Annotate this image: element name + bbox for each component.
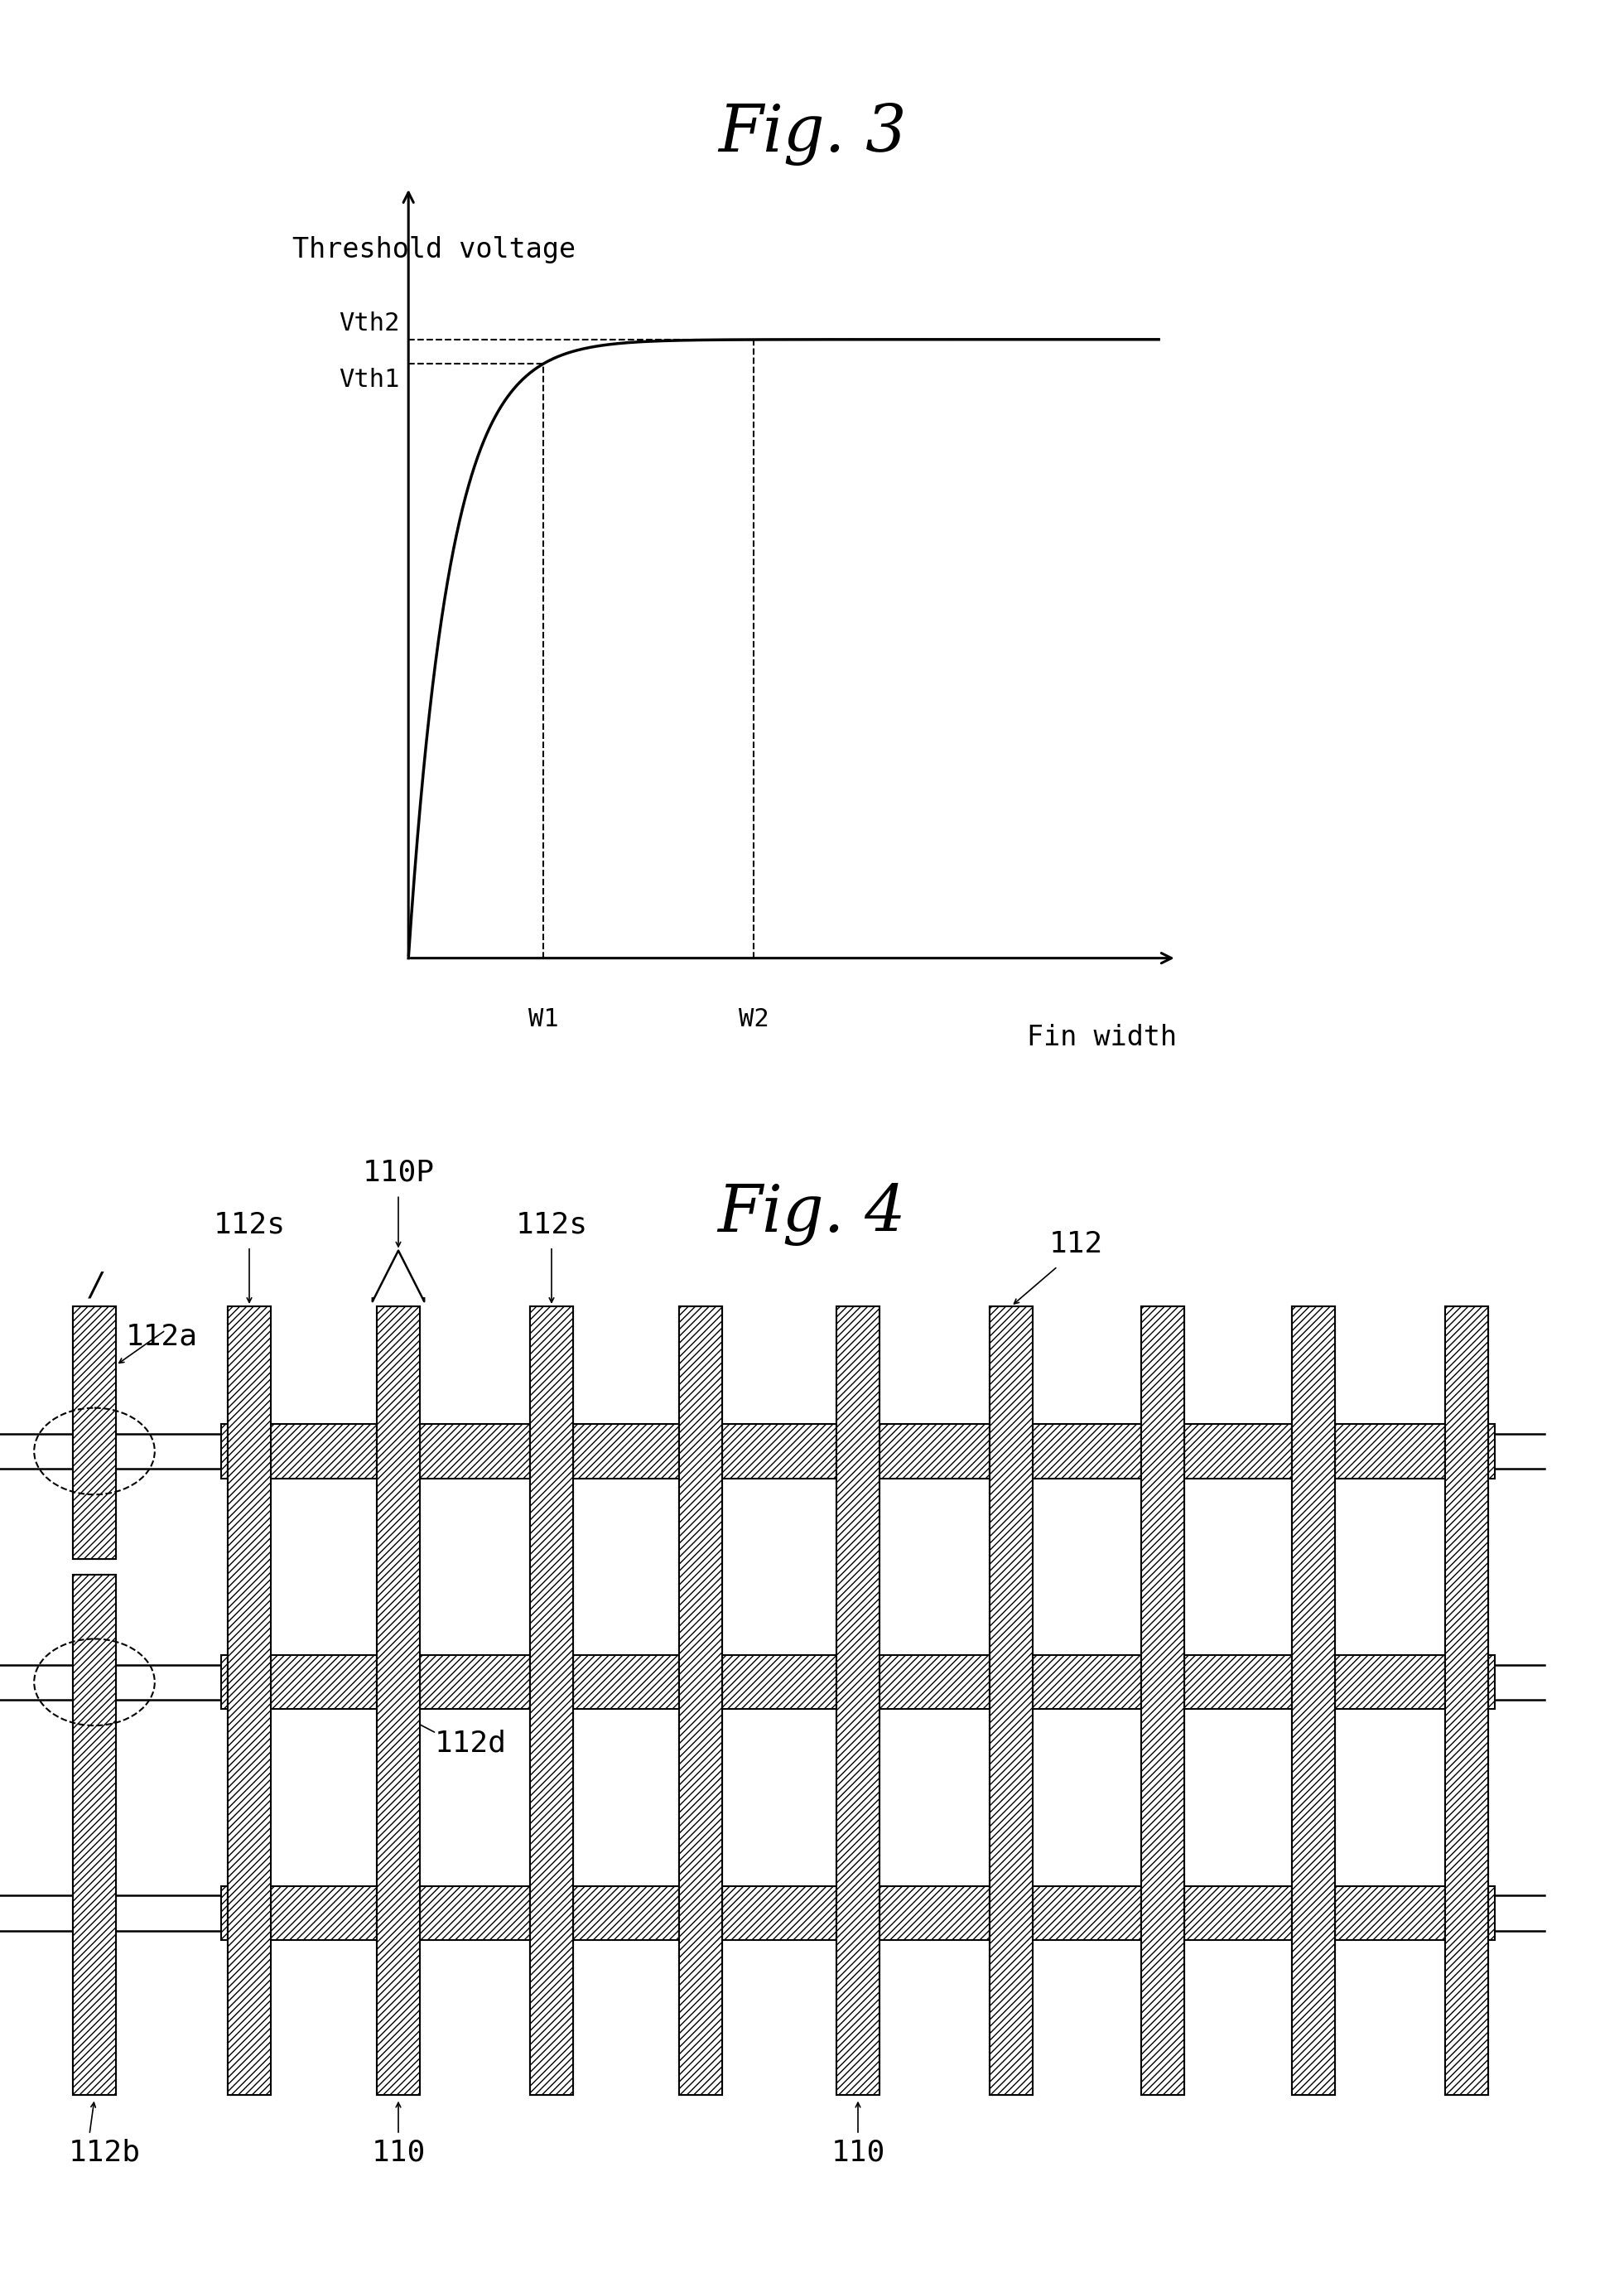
Bar (529, 1305, 573, 2096)
Bar (1293, 1656, 1335, 1708)
Bar (73, 1656, 115, 1708)
Text: 110P: 110P (362, 1160, 434, 1187)
Text: Fin width: Fin width (1026, 1023, 1176, 1050)
Text: 112b: 112b (68, 2139, 141, 2166)
Bar (836, 1305, 880, 2096)
Bar (529, 1305, 573, 2096)
Bar (529, 1656, 573, 1708)
Bar (221, 1656, 1494, 1708)
Text: Vth2: Vth2 (339, 312, 400, 335)
Bar (1445, 1305, 1488, 2096)
Text: 112s: 112s (213, 1210, 286, 1239)
Bar (679, 1305, 723, 2096)
Bar (529, 1886, 573, 1941)
Bar (1293, 1305, 1335, 2096)
Text: 112d: 112d (435, 1729, 507, 1756)
Bar (73, 1305, 115, 1558)
Bar (836, 1424, 880, 1478)
Bar (679, 1305, 723, 2096)
Bar (73, 1574, 115, 2096)
Bar (227, 1656, 271, 1708)
Bar (989, 1424, 1033, 1478)
Bar (989, 1656, 1033, 1708)
Bar (1142, 1886, 1184, 1941)
Bar (73, 1574, 115, 2096)
Text: 112: 112 (1049, 1230, 1103, 1257)
Bar (1142, 1656, 1184, 1708)
Bar (679, 1886, 723, 1941)
Bar (1293, 1886, 1335, 1941)
Text: /: / (89, 1271, 101, 1303)
Text: 112s: 112s (515, 1210, 588, 1239)
Bar (73, 1886, 115, 1941)
Bar (836, 1886, 880, 1941)
Bar (836, 1656, 880, 1708)
Bar (227, 1886, 271, 1941)
Bar (1445, 1305, 1488, 2096)
Bar (679, 1656, 723, 1708)
Bar (1445, 1656, 1488, 1708)
Text: Vth1: Vth1 (339, 367, 400, 392)
Bar (73, 1424, 115, 1478)
Bar (1445, 1424, 1488, 1478)
Bar (1142, 1305, 1184, 2096)
Text: Fig. 4: Fig. 4 (718, 1182, 906, 1246)
Bar (377, 1305, 421, 2096)
Text: Threshold voltage: Threshold voltage (292, 237, 575, 264)
Bar (1142, 1424, 1184, 1478)
Bar (836, 1305, 880, 2096)
Bar (377, 1886, 421, 1941)
Text: W1: W1 (528, 1007, 559, 1032)
Bar (1142, 1305, 1184, 2096)
Text: 112a: 112a (127, 1321, 198, 1351)
Text: Fig. 3: Fig. 3 (718, 103, 906, 166)
Bar (1293, 1305, 1335, 2096)
Bar (1293, 1424, 1335, 1478)
Bar (529, 1424, 573, 1478)
Bar (377, 1305, 421, 2096)
Bar (227, 1305, 271, 2096)
Bar (679, 1424, 723, 1478)
Bar (227, 1305, 271, 2096)
Bar (73, 1305, 115, 1558)
Text: 110: 110 (831, 2139, 885, 2166)
Text: W2: W2 (739, 1007, 768, 1032)
Bar (221, 1424, 1494, 1478)
Bar (989, 1305, 1033, 2096)
Bar (377, 1656, 421, 1708)
Bar (221, 1886, 1494, 1941)
Bar (989, 1305, 1033, 2096)
Bar (989, 1886, 1033, 1941)
Text: 110: 110 (372, 2139, 425, 2166)
Bar (227, 1424, 271, 1478)
Bar (377, 1424, 421, 1478)
Bar (1445, 1886, 1488, 1941)
